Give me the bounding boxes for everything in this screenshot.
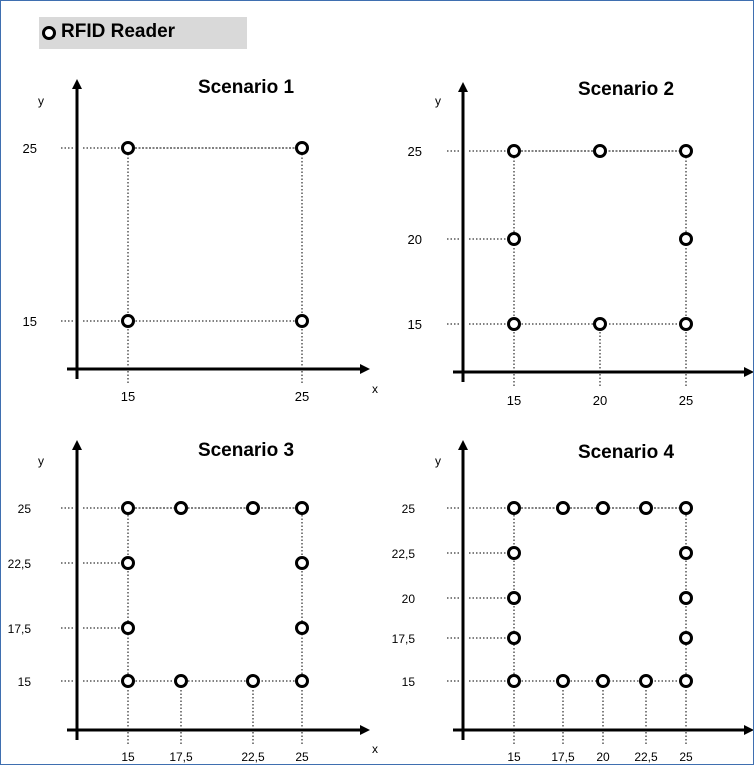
rfid-reader-icon — [679, 144, 693, 158]
x-tick-label: 25 — [295, 389, 309, 404]
rfid-reader-icon — [507, 317, 521, 331]
x-tick-label: 25 — [295, 750, 309, 764]
rfid-reader-icon — [507, 591, 521, 605]
rfid-reader-icon — [507, 674, 521, 688]
y-tick-label: 17,5 — [8, 622, 32, 636]
y-tick-label: 15 — [408, 317, 422, 332]
scenario-title: Scenario 3 — [198, 440, 294, 461]
rfid-reader-icon — [593, 144, 607, 158]
rfid-reader-icon — [121, 314, 135, 328]
y-tick-label: 20 — [402, 592, 416, 606]
legend-reader-icon — [42, 26, 56, 40]
x-tick-label: 15 — [121, 389, 135, 404]
rfid-reader-icon — [174, 674, 188, 688]
y-tick-label: 15 — [18, 675, 32, 689]
rfid-reader-icon — [679, 674, 693, 688]
legend-box — [39, 17, 247, 49]
rfid-reader-icon — [639, 501, 653, 515]
rfid-reader-icon — [679, 317, 693, 331]
scenario-panel-2: Scenario 2xy152025252015 — [408, 79, 753, 408]
rfid-reader-icon — [507, 232, 521, 246]
x-tick-label: 20 — [593, 393, 607, 408]
x-axis-label: x — [372, 382, 378, 396]
rfid-reader-icon — [121, 501, 135, 515]
y-tick-label: 25 — [18, 502, 32, 516]
y-tick-label: 15 — [402, 675, 416, 689]
legend-label: RFID Reader — [61, 21, 176, 42]
y-tick-label: 22,5 — [8, 557, 32, 571]
y-tick-label: 17,5 — [392, 632, 416, 646]
rfid-reader-icon — [679, 591, 693, 605]
rfid-reader-icon — [679, 232, 693, 246]
y-tick-label: 25 — [402, 502, 416, 516]
rfid-reader-icon — [639, 674, 653, 688]
rfid-reader-icon — [507, 631, 521, 645]
y-axis-label: y — [38, 94, 44, 108]
rfid-reader-icon — [556, 501, 570, 515]
x-tick-label: 17,5 — [551, 750, 575, 764]
rfid-reader-icon — [556, 674, 570, 688]
rfid-reader-icon — [679, 501, 693, 515]
rfid-reader-icon — [174, 501, 188, 515]
x-tick-label: 15 — [121, 750, 135, 764]
rfid-reader-icon — [246, 674, 260, 688]
rfid-reader-icon — [679, 631, 693, 645]
y-tick-label: 25 — [23, 141, 37, 156]
rfid-reader-icon — [121, 674, 135, 688]
x-tick-label: 15 — [507, 393, 521, 408]
rfid-reader-icon — [246, 501, 260, 515]
y-axis-label: y — [38, 454, 44, 468]
rfid-reader-icon — [295, 314, 309, 328]
y-tick-label: 22,5 — [392, 547, 416, 561]
y-tick-label: 20 — [408, 232, 422, 247]
x-tick-label: 22,5 — [241, 750, 265, 764]
scenario-title: Scenario 2 — [578, 79, 674, 100]
rfid-reader-icon — [507, 144, 521, 158]
rfid-reader-icon — [507, 546, 521, 560]
x-tick-label: 17,5 — [169, 750, 193, 764]
scenario-panel-1: Scenario 1 x y 15 25 25 15 — [23, 77, 378, 404]
rfid-reader-icon — [593, 317, 607, 331]
rfid-reader-icon — [295, 674, 309, 688]
rfid-reader-icon — [596, 674, 610, 688]
x-tick-label: 15 — [507, 750, 521, 764]
x-tick-label: 22,5 — [634, 750, 658, 764]
y-axis-label: y — [435, 94, 441, 108]
rfid-reader-icon — [121, 621, 135, 635]
rfid-reader-icon — [596, 501, 610, 515]
scenario-title: Scenario 1 — [198, 77, 295, 98]
y-tick-label: 25 — [408, 144, 422, 159]
x-axis-label: x — [372, 742, 378, 756]
rfid-reader-icon — [121, 556, 135, 570]
rfid-reader-icon — [679, 546, 693, 560]
rfid-reader-icon — [295, 501, 309, 515]
rfid-reader-icon — [295, 621, 309, 635]
scenario-title: Scenario 4 — [578, 442, 675, 463]
scenario-panel-3: Scenario 3 x y 15 17,5 22,5 25 25 22,5 17,5 15 — [8, 440, 378, 764]
y-axis-label: y — [435, 454, 441, 468]
y-tick-label: 15 — [23, 314, 37, 329]
x-tick-label: 25 — [679, 750, 693, 764]
rfid-reader-icon — [295, 556, 309, 570]
rfid-reader-icon — [295, 141, 309, 155]
rfid-reader-icon — [121, 141, 135, 155]
x-tick-label: 25 — [679, 393, 693, 408]
rfid-reader-icon — [507, 501, 521, 515]
x-tick-label: 20 — [596, 750, 610, 764]
